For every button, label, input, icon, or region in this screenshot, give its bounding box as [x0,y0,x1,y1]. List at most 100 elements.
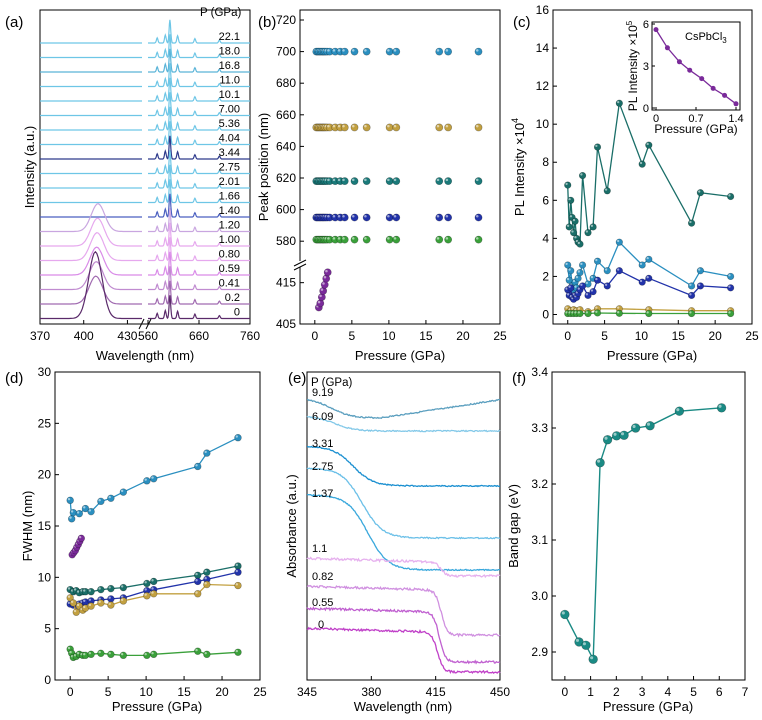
x-tick-labels-a: 370 400 430 560 660 760 [30,320,260,343]
tick-label: 15 [177,685,191,699]
point-highlight [332,178,336,182]
spectrum-left [40,232,142,262]
spectra-curves [40,19,250,330]
point-highlight [575,638,580,642]
point-highlight [337,178,341,182]
point-highlight [632,424,636,428]
tick-label: 430 [117,329,137,343]
tick-label: 450 [490,685,510,699]
series-point [143,651,151,660]
series-point [107,650,115,659]
pressure-label: 9.19 [312,387,333,399]
band-gap-point [645,421,655,431]
series-point [97,649,105,658]
panel-label-f: (f) [512,370,526,387]
band-gap-point [588,654,598,664]
peak-point [435,47,444,56]
peak-point [362,235,371,244]
point-highlight [120,585,124,588]
point-highlight [83,589,86,592]
tick-label: 5 [690,685,697,699]
tick-label: 0 [542,307,549,321]
point-highlight [67,595,71,598]
spectrum-right [148,135,250,160]
series-point [87,588,95,596]
point-highlight [351,214,355,218]
spectrum-right [148,266,250,291]
pressure-label: 16.8 [219,60,240,72]
point-highlight [67,587,71,590]
tick-label: 2 [542,269,549,283]
series-point [589,223,597,231]
point-highlight [436,237,440,240]
point-highlight [88,589,92,592]
point-highlight [351,49,355,52]
point-highlight [327,178,330,182]
inset-y-tick-label: 0 [643,103,649,115]
series-point [645,309,653,318]
point-highlight [69,650,72,654]
point-highlight [195,464,198,467]
tick-label: 10 [536,117,550,131]
point-highlight [646,311,649,314]
pressure-label: 1.66 [219,191,240,203]
point-highlight [568,197,571,201]
point-highlight [574,285,577,288]
point-highlight [351,237,355,240]
peak-point [362,213,371,222]
point-highlight [88,603,92,607]
series-point [727,272,735,281]
point-highlight [436,49,440,52]
point-highlight [568,308,571,311]
pressure-label: 3.44 [219,147,240,159]
point-highlight [322,282,325,285]
series-point [593,257,602,265]
axes-c: 0 5 10 15 20 25 0 2 4 6 8 10 12 14 16 [536,3,759,343]
pressure-label: 0.41 [219,278,240,290]
point-highlight [364,214,367,218]
tick-label: 0 [44,673,51,687]
point-highlight [565,182,568,186]
point-highlight [393,49,397,52]
series-point [578,171,587,180]
peak-point [444,123,453,132]
peak-point [362,47,371,56]
pressure-label: 10.1 [219,89,240,101]
x-axis-label-f: Pressure (GPa) [603,699,693,714]
peak-point [474,177,483,186]
tick-label: 700 [276,45,296,59]
peak-point [340,235,349,244]
point-highlight [574,308,577,311]
series-point [576,269,584,277]
point-highlight [235,435,238,438]
series-point [696,189,705,197]
peak-point [444,213,453,222]
point-highlight [595,258,598,262]
tick-label: 680 [276,76,296,90]
series-point [727,284,735,292]
tick-label: 5 [601,329,608,343]
series-line [564,407,722,663]
peak-point [385,47,394,56]
point-highlight [151,651,154,655]
spectrum-right [148,164,250,189]
point-highlight [108,495,111,499]
point-highlight [572,279,576,283]
point-highlight [337,49,341,52]
y-axis-label-f: Band gap (eV) [506,484,521,568]
pressure-label: 1.00 [219,234,240,246]
point-highlight [319,294,322,298]
series-point [119,488,128,496]
spectrum-right [148,121,250,146]
series-point [119,651,128,660]
panel-label-d: (d) [5,370,23,387]
point-highlight [323,276,327,279]
series-point [687,309,696,318]
point-highlight [393,178,397,182]
spectrum-right [148,106,250,131]
point-highlight [574,311,577,314]
peak-point [362,177,371,186]
point-highlight [204,569,207,573]
series-point [150,590,158,598]
